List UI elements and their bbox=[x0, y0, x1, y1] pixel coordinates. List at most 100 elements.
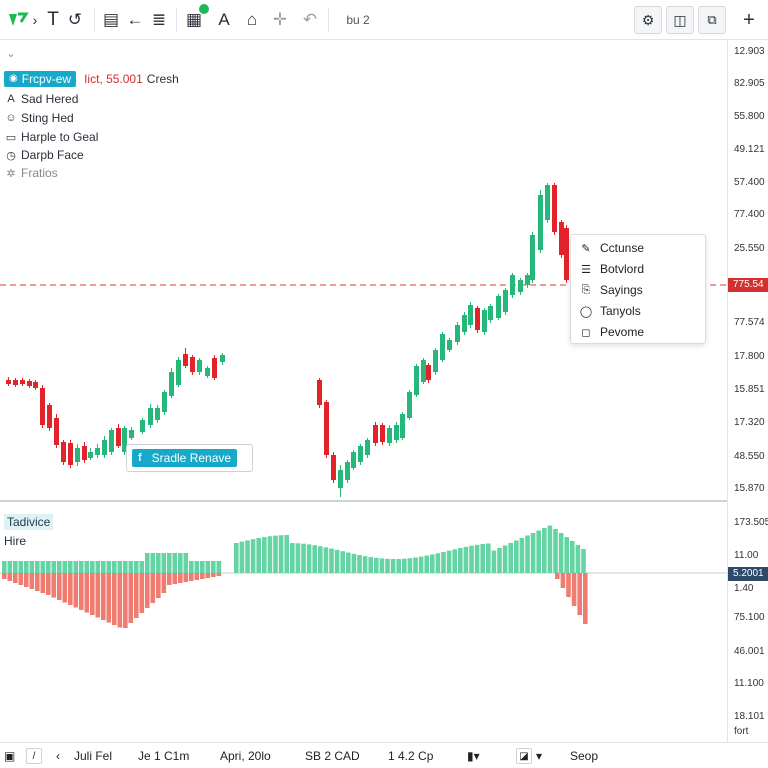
histogram-chart[interactable] bbox=[0, 502, 727, 742]
histogram-bar bbox=[112, 561, 117, 573]
context-menu-item[interactable]: ⎘ Sayings bbox=[579, 280, 643, 300]
candle-body bbox=[538, 195, 543, 250]
histogram-bar bbox=[519, 538, 525, 573]
histogram-bar bbox=[178, 553, 183, 573]
symbol-badge[interactable]: ◉ Frcpv-ew bbox=[4, 71, 77, 87]
legend-item[interactable]: ✲ Fratios bbox=[4, 164, 57, 182]
histogram-bar bbox=[418, 556, 424, 573]
candle-body bbox=[407, 392, 412, 418]
candle-body bbox=[447, 340, 452, 350]
context-menu-item[interactable]: ☰ Botvlord bbox=[579, 259, 644, 279]
candlestick-chart[interactable] bbox=[0, 40, 727, 500]
candle-body bbox=[530, 235, 535, 280]
cursor-icon[interactable]: › bbox=[32, 12, 38, 28]
histogram-bar bbox=[491, 550, 497, 573]
layers-icon[interactable]: ≣ bbox=[151, 10, 167, 29]
histogram-bar bbox=[73, 573, 79, 608]
arrow-left-icon[interactable]: ← bbox=[126, 10, 144, 29]
histogram-bar bbox=[134, 573, 139, 618]
settings-icon[interactable]: ⚙ bbox=[634, 6, 662, 34]
histogram-bar bbox=[40, 573, 46, 593]
move-icon[interactable]: ✛ bbox=[272, 10, 288, 29]
context-menu-label: Tanyols bbox=[600, 304, 641, 318]
histogram-bar bbox=[379, 558, 385, 573]
histogram-bar bbox=[128, 561, 134, 573]
bar-type-icon[interactable]: ▮▾ bbox=[467, 749, 480, 763]
histogram-bar bbox=[566, 573, 571, 597]
price-axis[interactable]: 12.903 82.905 55.800 49.121 57.400 77.40… bbox=[727, 40, 768, 745]
histogram-bar bbox=[106, 573, 112, 623]
chart-type-icon[interactable]: ◪ bbox=[516, 748, 532, 764]
legend-item[interactable]: ☺ Sting Hed bbox=[4, 109, 73, 127]
price-tick: 12.903 bbox=[734, 46, 765, 57]
circle-icon: ◯ bbox=[579, 305, 593, 318]
legend-item[interactable]: ▭ Harple to Geal bbox=[4, 128, 99, 146]
chevron-down-icon[interactable]: ▾ bbox=[536, 749, 543, 763]
price-tick: 57.400 bbox=[734, 177, 765, 188]
histogram-bar bbox=[250, 539, 256, 573]
histogram-bar bbox=[290, 543, 295, 573]
main-chart-pane[interactable] bbox=[0, 40, 727, 500]
add-icon[interactable]: + bbox=[743, 8, 755, 31]
remove-drawing-button[interactable]: f Sradle Renave bbox=[132, 449, 238, 467]
histogram-bar bbox=[514, 540, 519, 573]
candle-body bbox=[197, 360, 202, 372]
candle-body bbox=[54, 418, 59, 445]
histogram-bar bbox=[346, 552, 351, 573]
candle-body bbox=[61, 442, 66, 462]
circle-arrow-icon[interactable]: ↺ bbox=[67, 10, 83, 29]
symbol-label[interactable]: bu 2 bbox=[346, 13, 370, 27]
histogram-bar bbox=[463, 546, 469, 573]
oscillator-pane[interactable] bbox=[0, 502, 727, 742]
pencil-icon[interactable]: / bbox=[26, 748, 42, 764]
price-suffix: Cresh bbox=[146, 72, 179, 86]
histogram-bar bbox=[7, 561, 13, 573]
histogram-bar bbox=[46, 573, 51, 595]
timeline-label: Apri, 20lo bbox=[220, 749, 271, 763]
calendar-icon[interactable]: ▣ bbox=[4, 749, 16, 763]
context-menu-item[interactable]: ◻ Pevome bbox=[579, 322, 644, 342]
histogram-bar bbox=[245, 540, 250, 573]
histogram-bar bbox=[183, 573, 189, 582]
home-icon[interactable]: ⌂ bbox=[246, 10, 258, 29]
document-icon[interactable]: ▤ bbox=[102, 10, 120, 29]
chevron-icon[interactable]: ⌄ bbox=[6, 47, 16, 60]
settings-label[interactable]: Seop bbox=[570, 749, 599, 763]
chevron-left-icon[interactable]: ‹ bbox=[56, 749, 60, 763]
candle-body bbox=[68, 443, 73, 465]
brand-logo-icon[interactable] bbox=[4, 6, 32, 34]
histogram-bar bbox=[2, 561, 7, 573]
screenshot-icon[interactable]: ⧉ bbox=[698, 6, 726, 34]
candle-body bbox=[462, 315, 467, 332]
oscillator-name[interactable]: Tadivice bbox=[4, 514, 54, 530]
histogram-bar bbox=[536, 530, 541, 573]
pane-divider[interactable] bbox=[0, 500, 727, 502]
notification-dot bbox=[199, 4, 209, 14]
grid-icon[interactable]: ▦ bbox=[184, 4, 209, 34]
price-tick: 55.800 bbox=[734, 111, 765, 122]
context-menu-item[interactable]: ✎ Cctunse bbox=[579, 238, 644, 258]
histogram-bar bbox=[62, 561, 68, 573]
candle-body bbox=[421, 360, 426, 382]
clock-icon: ◷ bbox=[6, 149, 16, 162]
text-tool-icon[interactable]: T bbox=[47, 9, 59, 30]
legend-title-row[interactable]: ◉ Frcpv-ew Iict, 55.001 Cresh bbox=[4, 70, 179, 88]
histogram-bar bbox=[145, 573, 150, 608]
pen-icon[interactable]: A bbox=[218, 10, 230, 29]
histogram-bar bbox=[194, 561, 200, 573]
legend-collapse-row[interactable]: ⌄ bbox=[4, 44, 21, 62]
histogram-bar bbox=[139, 561, 145, 573]
histogram-bar bbox=[150, 553, 156, 573]
undo-icon[interactable]: ↶ bbox=[302, 10, 318, 29]
candle-body bbox=[82, 446, 87, 460]
histogram-bar bbox=[167, 573, 172, 585]
oscillator-value-tag: 5.2001 bbox=[728, 567, 768, 581]
layout-icon[interactable]: ◫ bbox=[666, 6, 694, 34]
legend-item[interactable]: ◷ Darpb Face bbox=[4, 146, 84, 164]
legend-item[interactable]: A Sad Hered bbox=[4, 90, 78, 108]
context-menu-item[interactable]: ◯ Tanyols bbox=[579, 301, 641, 321]
histogram-bar bbox=[112, 573, 117, 625]
histogram-bar bbox=[13, 573, 18, 583]
candle-body bbox=[122, 428, 127, 452]
lines-icon: ☰ bbox=[581, 263, 591, 276]
